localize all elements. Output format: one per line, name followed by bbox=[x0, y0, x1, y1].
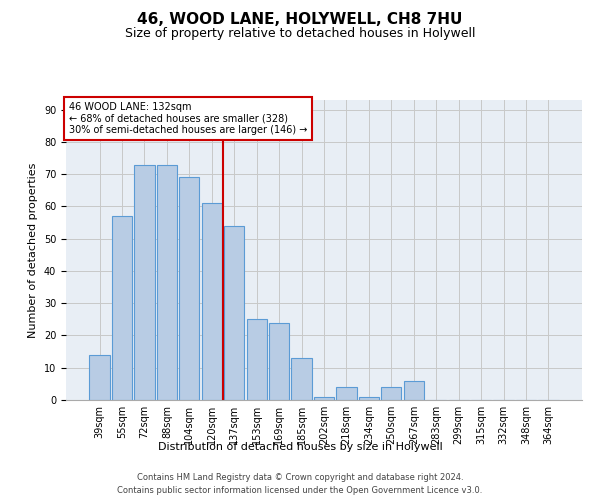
Bar bbox=[202, 203, 222, 400]
Bar bbox=[134, 164, 155, 400]
Bar bbox=[314, 397, 334, 400]
Bar bbox=[381, 387, 401, 400]
Text: 46, WOOD LANE, HOLYWELL, CH8 7HU: 46, WOOD LANE, HOLYWELL, CH8 7HU bbox=[137, 12, 463, 28]
Text: Contains HM Land Registry data © Crown copyright and database right 2024.: Contains HM Land Registry data © Crown c… bbox=[137, 472, 463, 482]
Bar bbox=[359, 397, 379, 400]
Text: Contains public sector information licensed under the Open Government Licence v3: Contains public sector information licen… bbox=[118, 486, 482, 495]
Bar bbox=[89, 355, 110, 400]
Bar bbox=[337, 387, 356, 400]
Y-axis label: Number of detached properties: Number of detached properties bbox=[28, 162, 38, 338]
Bar bbox=[179, 178, 199, 400]
Text: Distribution of detached houses by size in Holywell: Distribution of detached houses by size … bbox=[158, 442, 442, 452]
Bar bbox=[224, 226, 244, 400]
Bar bbox=[112, 216, 132, 400]
Bar bbox=[292, 358, 311, 400]
Bar bbox=[247, 320, 267, 400]
Bar bbox=[404, 380, 424, 400]
Text: 46 WOOD LANE: 132sqm
← 68% of detached houses are smaller (328)
30% of semi-deta: 46 WOOD LANE: 132sqm ← 68% of detached h… bbox=[68, 102, 307, 134]
Bar bbox=[157, 164, 177, 400]
Bar bbox=[269, 322, 289, 400]
Text: Size of property relative to detached houses in Holywell: Size of property relative to detached ho… bbox=[125, 28, 475, 40]
